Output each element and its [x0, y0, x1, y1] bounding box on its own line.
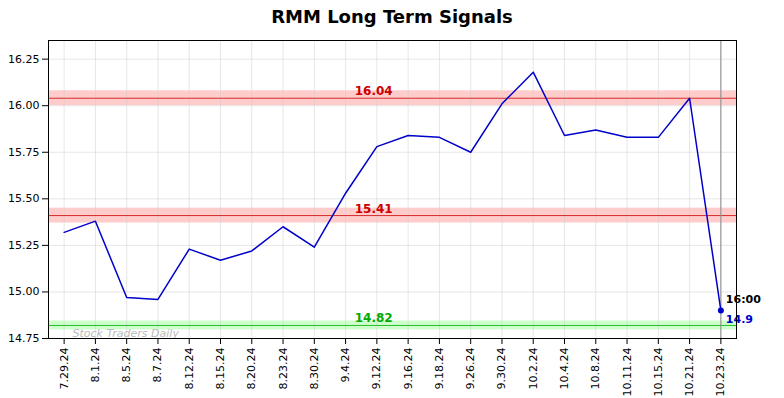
svg-text:15.00: 15.00 [8, 285, 40, 298]
svg-text:9.26.24: 9.26.24 [464, 348, 477, 390]
svg-text:8.30.24: 8.30.24 [308, 348, 321, 390]
svg-text:15.41: 15.41 [355, 202, 393, 216]
svg-text:9.12.24: 9.12.24 [370, 348, 383, 390]
svg-text:8.7.24: 8.7.24 [151, 348, 164, 383]
svg-text:8.15.24: 8.15.24 [214, 348, 227, 390]
svg-text:8.20.24: 8.20.24 [245, 348, 258, 390]
svg-text:16.25: 16.25 [8, 53, 40, 66]
svg-text:9.4.24: 9.4.24 [339, 348, 352, 383]
svg-text:16:00: 16:00 [726, 293, 761, 306]
svg-text:9.18.24: 9.18.24 [433, 348, 446, 390]
svg-text:8.12.24: 8.12.24 [183, 348, 196, 390]
svg-text:10.15.24: 10.15.24 [652, 347, 665, 396]
svg-text:8.23.24: 8.23.24 [277, 348, 290, 390]
html-text:RMM Long Term Signals: RMM Long Term Signals [271, 6, 513, 27]
svg-text:14.82: 14.82 [355, 311, 393, 325]
svg-text:15.75: 15.75 [8, 146, 40, 159]
svg-text:8.5.24: 8.5.24 [120, 348, 133, 383]
svg-text:10.21.24: 10.21.24 [683, 347, 696, 396]
svg-text:7.29.24: 7.29.24 [58, 348, 71, 390]
svg-text:10.11.24: 10.11.24 [621, 347, 634, 396]
svg-text:10.4.24: 10.4.24 [558, 348, 571, 390]
svg-text:14.75: 14.75 [8, 332, 40, 345]
svg-text:15.25: 15.25 [8, 239, 40, 252]
svg-text:Stock Traders Daily: Stock Traders Daily [73, 327, 180, 340]
svg-text:15.50: 15.50 [8, 192, 40, 205]
svg-text:10.23.24: 10.23.24 [714, 347, 727, 396]
svg-text:16.00: 16.00 [8, 99, 40, 112]
svg-text:16.04: 16.04 [355, 84, 393, 98]
svg-text:14.9: 14.9 [726, 313, 753, 326]
svg-text:9.30.24: 9.30.24 [495, 348, 508, 390]
svg-text:9.16.24: 9.16.24 [402, 348, 415, 390]
svg-text:8.1.24: 8.1.24 [89, 348, 102, 383]
svg-text:10.2.24: 10.2.24 [527, 348, 540, 390]
svg-text:10.8.24: 10.8.24 [589, 348, 602, 390]
